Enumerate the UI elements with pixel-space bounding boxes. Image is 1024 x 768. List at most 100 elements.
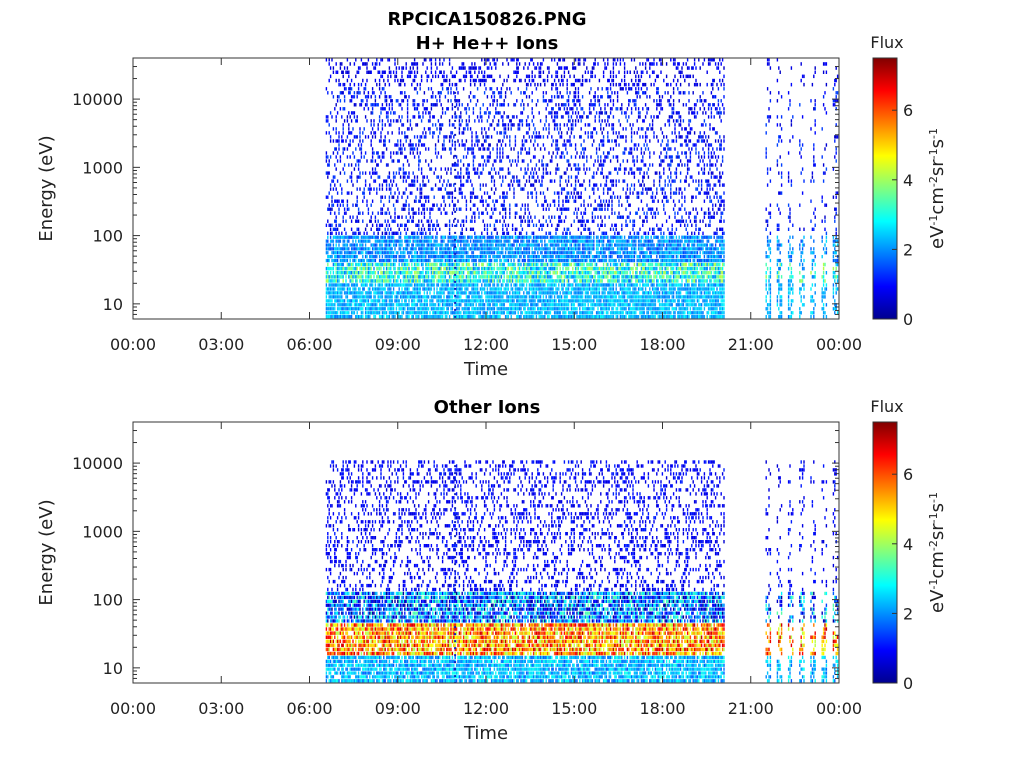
flux-cell (423, 58, 426, 62)
flux-cell (420, 143, 423, 147)
flux-cell (385, 179, 388, 183)
flux-cell (377, 275, 379, 279)
flux-cell (489, 303, 491, 307)
flux-cell (462, 255, 465, 259)
flux-cell (483, 255, 486, 259)
flux-cell (420, 195, 423, 199)
flux-cell (325, 271, 328, 275)
flux-cell (383, 87, 385, 91)
flux-cell (378, 251, 381, 255)
flux-cell (350, 255, 353, 259)
flux-cell (377, 279, 379, 283)
flux-cell (457, 219, 459, 223)
flux-cell (497, 295, 500, 299)
flux-cell (349, 307, 351, 311)
flux-cell (362, 299, 364, 303)
flux-cell (483, 303, 486, 307)
flux-cell (530, 191, 532, 195)
flux-cell (468, 171, 470, 175)
flux-cell (387, 235, 389, 239)
flux-cell (357, 271, 360, 275)
flux-cell (370, 95, 372, 99)
flux-cell (371, 307, 374, 311)
flux-cell (359, 171, 361, 175)
flux-cell (325, 159, 328, 163)
flux-cell (419, 271, 421, 275)
flux-cell (447, 307, 449, 311)
flux-cell (413, 231, 416, 235)
flux-cell (426, 287, 428, 291)
flux-cell (433, 203, 435, 207)
flux-cell (395, 303, 398, 307)
flux-cell (476, 255, 479, 259)
flux-cell (507, 223, 510, 227)
flux-cell (439, 299, 441, 303)
flux-cell (482, 299, 484, 303)
flux-cell (524, 315, 526, 319)
flux-cell (490, 315, 493, 319)
flux-cell (481, 199, 483, 203)
flux-cell (516, 255, 518, 259)
flux-cell (360, 103, 363, 107)
flux-cell (461, 191, 463, 195)
flux-cell (549, 99, 552, 103)
flux-cell (503, 243, 505, 247)
flux-cell (402, 262, 405, 267)
flux-cell (546, 287, 549, 291)
flux-cell (518, 307, 521, 311)
flux-cell (408, 219, 410, 223)
flux-cell (355, 291, 357, 295)
flux-cell (430, 243, 433, 247)
flux-cell (502, 279, 504, 283)
flux-cell (427, 74, 430, 79)
flux-cell (465, 239, 468, 243)
flux-cell (517, 155, 519, 159)
flux-cell (490, 235, 493, 239)
flux-cell (465, 123, 468, 127)
flux-cell (499, 74, 501, 79)
flux-cell (539, 266, 542, 271)
flux-cell (440, 262, 442, 267)
flux-cell (478, 70, 480, 74)
flux-cell (328, 287, 330, 291)
flux-cell (426, 283, 428, 287)
flux-cell (549, 283, 552, 287)
flux-cell (516, 66, 518, 70)
flux-cell (381, 231, 384, 235)
flux-cell (423, 303, 426, 307)
flux-cell (469, 91, 472, 95)
flux-cell (542, 175, 545, 179)
flux-cell (376, 239, 378, 243)
flux-cell (348, 123, 350, 127)
flux-cell (444, 299, 447, 303)
flux-cell (385, 223, 388, 227)
flux-cell (341, 191, 343, 195)
flux-cell (450, 239, 452, 243)
flux-cell (548, 151, 550, 155)
flux-cell (325, 151, 328, 155)
flux-cell (385, 99, 388, 103)
flux-cell (453, 235, 455, 239)
flux-cell (468, 235, 470, 239)
flux-cell (437, 243, 440, 247)
flux-cell (490, 307, 493, 311)
flux-cell (552, 107, 554, 111)
flux-cell (469, 247, 472, 251)
flux-cell (478, 235, 480, 239)
flux-cell (469, 311, 472, 315)
flux-cell (415, 303, 417, 307)
flux-cell (552, 271, 554, 275)
flux-cell (394, 311, 396, 315)
flux-cell (336, 191, 339, 195)
flux-cell (362, 307, 364, 311)
flux-cell (537, 99, 539, 103)
flux-cell (391, 255, 393, 259)
flux-cell (401, 287, 403, 291)
flux-cell (507, 258, 510, 263)
flux-cell (328, 123, 330, 127)
flux-cell (398, 159, 400, 163)
flux-cell (532, 255, 535, 259)
flux-cell (377, 271, 379, 275)
flux-cell (370, 262, 372, 267)
flux-cell (460, 175, 462, 179)
